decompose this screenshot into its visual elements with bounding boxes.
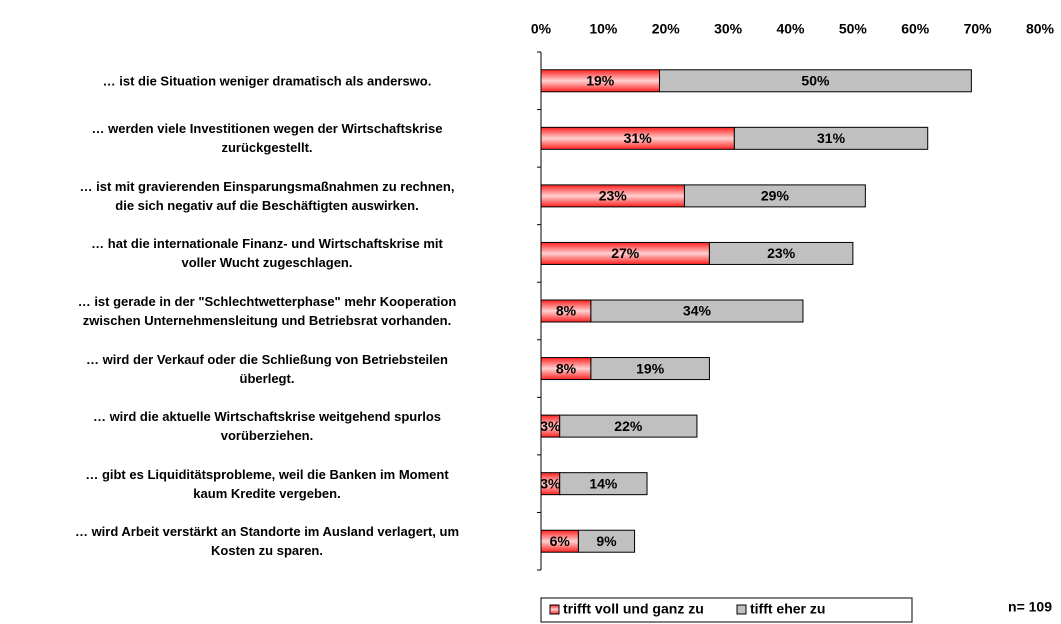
value-label: 6% [550, 533, 571, 549]
value-label: 3% [540, 418, 561, 434]
bar [659, 69, 972, 93]
value-label: 9% [596, 533, 617, 549]
bar [683, 184, 866, 208]
value-label: 31% [817, 130, 846, 146]
value-label: 23% [599, 188, 628, 204]
category-label: … wird Arbeit verstärkt an Standorte im … [74, 524, 460, 559]
x-tick-label: 20% [652, 21, 681, 37]
x-tick-label: 10% [589, 21, 618, 37]
legend-box [540, 597, 913, 623]
category-label: … ist gerade in der "Schlechtwetterphase… [77, 294, 457, 328]
legend-swatch [736, 604, 747, 615]
category-label: … werden viele Investitionen wegen der W… [91, 121, 443, 156]
bar [559, 472, 648, 496]
x-tick-label: 0% [531, 21, 552, 37]
value-label: 14% [589, 475, 618, 491]
value-label: 19% [636, 360, 665, 376]
bar [577, 529, 636, 553]
bar [733, 126, 929, 150]
legend-label: trifft voll und ganz zu [563, 601, 704, 617]
x-tick-label: 40% [776, 21, 805, 37]
value-label: 8% [556, 360, 577, 376]
category-label: … wird der Verkauf oder die Schließung v… [86, 351, 448, 386]
bar [559, 414, 698, 438]
value-label: 22% [614, 418, 643, 434]
value-label: 50% [801, 72, 830, 88]
x-tick-label: 60% [901, 21, 930, 37]
x-tick-label: 50% [839, 21, 868, 37]
category-label: … ist mit gravierenden Einsparungsmaßnah… [79, 178, 455, 213]
value-label: 19% [586, 72, 615, 88]
value-label: 23% [767, 245, 796, 261]
bar [590, 299, 804, 323]
x-tick-label: 30% [714, 21, 743, 37]
value-label: 29% [761, 188, 790, 204]
legend-label: tifft eher zu [750, 601, 825, 617]
bar [590, 357, 710, 381]
value-label: 31% [624, 130, 653, 146]
category-label: … ist die Situation weniger dramatisch a… [102, 73, 432, 89]
category-label: … hat die internationale Finanz- und Wir… [91, 236, 443, 271]
legend-swatch [549, 604, 560, 615]
x-tick-label: 70% [964, 21, 993, 37]
annotation: n= 109 [1008, 599, 1052, 615]
category-label: … gibt es Liquiditätsprobleme, weil die … [85, 466, 449, 501]
value-label: 3% [540, 475, 561, 491]
value-label: 27% [611, 245, 640, 261]
bar [708, 241, 854, 265]
category-label: … wird die aktuelle Wirtschaftskrise wei… [92, 409, 442, 444]
value-label: 8% [556, 303, 577, 319]
x-tick-label: 80% [1026, 21, 1055, 37]
value-label: 34% [683, 303, 712, 319]
